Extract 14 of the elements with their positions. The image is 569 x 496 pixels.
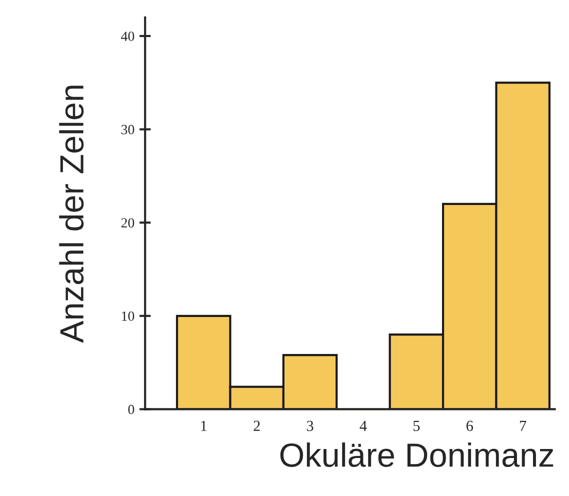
x-tick-label: 2 [254,420,260,431]
x-tick-label: 1 [201,420,207,431]
x-tick-label: 4 [360,420,367,431]
y-tick-label: 10 [122,311,134,321]
x-tick-label: 3 [306,420,314,432]
x-tick-label: 7 [520,420,526,431]
y-tick-label: 20 [121,218,134,228]
x-tick-label: 6 [466,420,474,432]
y-axis-title: Anzahl der Zellen [59,86,84,343]
y-tick-label: 40 [121,32,134,41]
y-tick-label: 0 [128,404,134,414]
y-tick-label: 30 [121,124,134,134]
x-axis-title: Okuläre Donimanz [280,442,554,467]
x-tick-label: 5 [414,420,420,432]
